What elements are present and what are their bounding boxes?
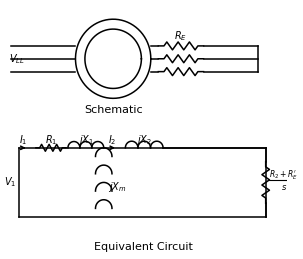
Text: $I_2$: $I_2$ bbox=[108, 133, 116, 147]
Text: $s$: $s$ bbox=[281, 183, 288, 192]
Text: Equivalent Circuit: Equivalent Circuit bbox=[94, 242, 193, 252]
Text: $jX_1$: $jX_1$ bbox=[78, 133, 94, 147]
Text: $R_1$: $R_1$ bbox=[45, 133, 57, 147]
Text: $V_{LL}$: $V_{LL}$ bbox=[8, 52, 25, 66]
Text: Schematic: Schematic bbox=[84, 105, 142, 115]
Text: $V_1$: $V_1$ bbox=[4, 176, 16, 189]
Text: $jX_m$: $jX_m$ bbox=[108, 180, 126, 194]
Text: $jX_2$: $jX_2$ bbox=[136, 133, 152, 147]
Text: $R_2+R^\prime_E$: $R_2+R^\prime_E$ bbox=[269, 169, 298, 182]
Text: $R_E$: $R_E$ bbox=[175, 29, 188, 43]
Text: $I_1$: $I_1$ bbox=[19, 133, 28, 147]
